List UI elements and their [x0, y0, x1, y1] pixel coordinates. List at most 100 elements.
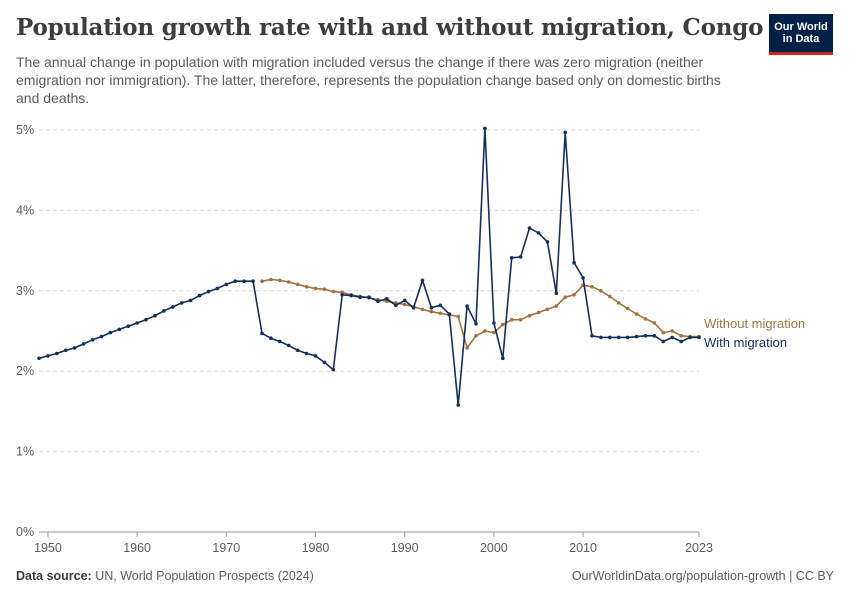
data-point[interactable]: [501, 322, 505, 327]
data-point[interactable]: [153, 313, 157, 318]
data-point[interactable]: [518, 255, 523, 259]
data-point[interactable]: [670, 329, 674, 333]
data-point[interactable]: [304, 285, 309, 289]
data-point[interactable]: [616, 301, 621, 305]
data-point[interactable]: [492, 330, 496, 335]
data-point[interactable]: [527, 226, 532, 230]
data-point[interactable]: [509, 255, 514, 260]
data-point[interactable]: [661, 330, 666, 335]
data-point[interactable]: [599, 335, 603, 340]
data-point[interactable]: [599, 289, 603, 293]
data-point[interactable]: [269, 336, 273, 341]
data-point[interactable]: [304, 351, 309, 356]
data-point[interactable]: [474, 322, 478, 326]
data-point[interactable]: [251, 279, 255, 284]
data-point[interactable]: [688, 335, 692, 340]
data-point[interactable]: [162, 309, 166, 313]
data-point[interactable]: [81, 342, 86, 346]
data-point[interactable]: [402, 302, 407, 307]
data-point[interactable]: [590, 334, 594, 338]
data-point[interactable]: [215, 286, 220, 291]
data-point[interactable]: [411, 305, 416, 310]
series-line[interactable]: [38, 127, 699, 406]
data-point[interactable]: [545, 240, 550, 244]
data-point[interactable]: [402, 298, 407, 303]
data-point[interactable]: [527, 313, 532, 318]
data-point[interactable]: [670, 335, 674, 340]
data-point[interactable]: [447, 312, 452, 316]
data-point[interactable]: [322, 360, 327, 365]
data-point[interactable]: [295, 282, 300, 287]
data-point[interactable]: [269, 277, 273, 282]
data-point[interactable]: [545, 307, 550, 312]
data-point[interactable]: [72, 346, 77, 350]
data-point[interactable]: [260, 331, 264, 336]
data-point[interactable]: [483, 329, 487, 333]
data-point[interactable]: [295, 348, 300, 353]
data-point[interactable]: [625, 306, 630, 311]
data-point[interactable]: [420, 278, 425, 283]
data-point[interactable]: [322, 287, 327, 292]
series-label[interactable]: With migration: [704, 335, 787, 350]
data-point[interactable]: [206, 289, 211, 294]
data-point[interactable]: [634, 312, 639, 316]
data-point[interactable]: [135, 321, 139, 325]
data-point[interactable]: [99, 334, 104, 339]
data-point[interactable]: [37, 356, 41, 361]
data-point[interactable]: [697, 335, 701, 340]
data-point[interactable]: [518, 317, 523, 322]
data-point[interactable]: [126, 324, 130, 329]
data-point[interactable]: [90, 338, 95, 342]
data-point[interactable]: [509, 317, 514, 322]
data-point[interactable]: [492, 321, 496, 325]
data-point[interactable]: [581, 276, 585, 280]
series-label[interactable]: Without migration: [704, 316, 805, 331]
data-point[interactable]: [634, 334, 639, 339]
data-point[interactable]: [536, 310, 541, 315]
data-point[interactable]: [420, 307, 425, 312]
data-point[interactable]: [536, 231, 541, 235]
data-point[interactable]: [313, 286, 318, 291]
data-point[interactable]: [661, 339, 666, 344]
data-point[interactable]: [563, 130, 567, 135]
data-point[interactable]: [278, 339, 282, 344]
data-point[interactable]: [456, 314, 461, 319]
data-point[interactable]: [438, 311, 443, 316]
data-point[interactable]: [278, 278, 282, 283]
data-point[interactable]: [171, 305, 175, 309]
data-point[interactable]: [286, 343, 291, 348]
data-point[interactable]: [590, 285, 594, 289]
data-source-text[interactable]: UN, World Population Prospects (2024): [95, 569, 314, 583]
data-point[interactable]: [679, 339, 683, 344]
data-point[interactable]: [188, 298, 193, 303]
data-point[interactable]: [233, 279, 237, 284]
source-url[interactable]: OurWorldinData.org/population-growth | C…: [571, 569, 834, 583]
data-point[interactable]: [64, 348, 68, 353]
data-point[interactable]: [340, 293, 345, 297]
data-point[interactable]: [117, 327, 122, 332]
data-point[interactable]: [313, 354, 318, 358]
data-point[interactable]: [625, 335, 630, 340]
data-point[interactable]: [429, 305, 434, 310]
data-point[interactable]: [429, 309, 434, 314]
data-point[interactable]: [438, 303, 443, 308]
data-point[interactable]: [224, 282, 229, 287]
data-point[interactable]: [616, 335, 621, 340]
data-point[interactable]: [55, 351, 59, 356]
data-point[interactable]: [554, 291, 559, 296]
data-point[interactable]: [652, 321, 657, 325]
data-point[interactable]: [385, 297, 389, 301]
data-point[interactable]: [465, 304, 469, 308]
data-point[interactable]: [501, 356, 505, 361]
data-point[interactable]: [376, 299, 380, 304]
data-point[interactable]: [679, 334, 683, 338]
data-point[interactable]: [563, 295, 567, 300]
data-point[interactable]: [179, 301, 184, 305]
data-point[interactable]: [349, 293, 354, 298]
data-point[interactable]: [483, 126, 487, 131]
data-point[interactable]: [197, 293, 202, 298]
data-point[interactable]: [554, 304, 559, 308]
data-point[interactable]: [474, 334, 478, 338]
data-point[interactable]: [643, 334, 648, 338]
data-point[interactable]: [367, 295, 371, 300]
